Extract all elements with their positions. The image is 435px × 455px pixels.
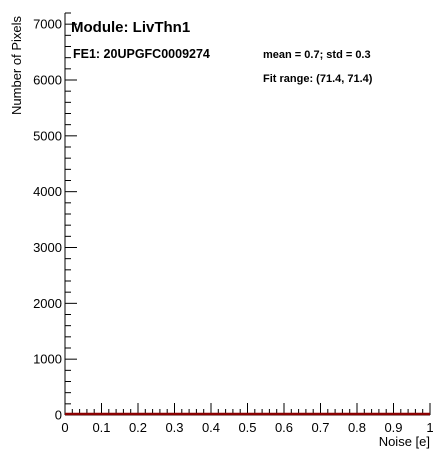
module-label: Module: LivThn1	[71, 19, 190, 36]
y-tick-label: 5000	[33, 128, 62, 143]
x-tick-label: 0.7	[311, 420, 329, 435]
stats-label: mean = 0.7; std = 0.3	[263, 49, 371, 61]
x-tick-label: 1	[426, 420, 433, 435]
fit-range-label: Fit range: (71.4, 71.4)	[263, 73, 373, 85]
y-tick-label: 2000	[33, 296, 62, 311]
y-tick-label: 4000	[33, 184, 62, 199]
plot-frame	[64, 13, 430, 416]
y-axis-ticks: 0 1000 2000 3000 4000 5000 6000 7000	[33, 12, 77, 423]
y-tick-label: 3000	[33, 240, 62, 255]
x-axis-ticks: 0 0.1 0.2 0.3 0.4 0.5 0.6 0.7 0.8 0.9 1	[61, 403, 434, 435]
y-tick-label: 7000	[33, 17, 62, 32]
x-axis-title: Noise [e]	[379, 434, 430, 449]
x-tick-label: 0.8	[348, 420, 366, 435]
y-tick-label: 6000	[33, 73, 62, 88]
y-axis-title: Number of Pixels	[9, 16, 24, 115]
x-tick-label: 0.1	[92, 420, 110, 435]
x-tick-label: 0.2	[129, 420, 147, 435]
x-tick-label: 0	[61, 420, 68, 435]
x-tick-label: 0.6	[275, 420, 293, 435]
x-tick-label: 0.4	[202, 420, 220, 435]
y-tick-label: 1000	[33, 352, 62, 367]
fe-label: FE1: 20UPGFC0009274	[73, 47, 210, 61]
x-tick-label: 0.9	[384, 420, 402, 435]
y-tick-label: 0	[55, 408, 62, 423]
x-tick-label: 0.5	[238, 420, 256, 435]
x-tick-label: 0.3	[165, 420, 183, 435]
